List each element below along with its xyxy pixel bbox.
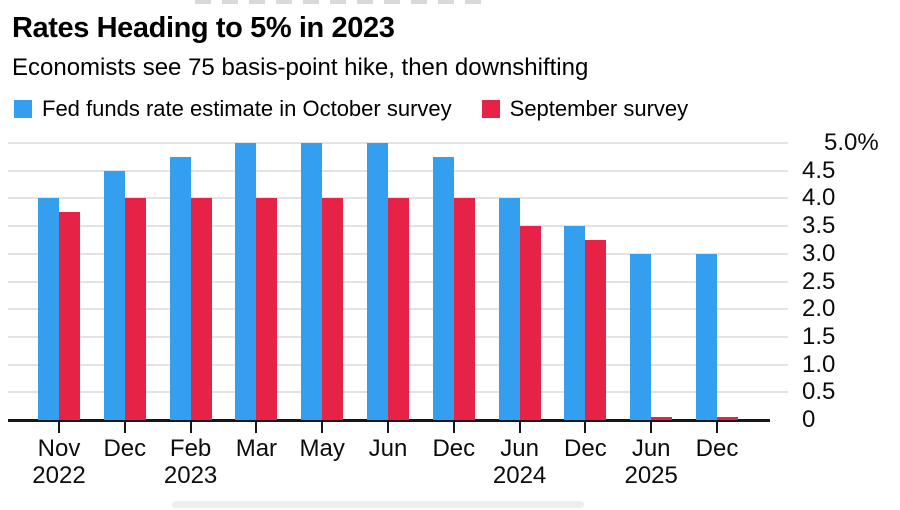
bar-october-survey: [235, 143, 257, 420]
bar-october-survey: [38, 198, 59, 420]
x-axis-tick: [189, 420, 192, 433]
bar-october-survey: [301, 143, 323, 420]
bar-september-survey: [322, 198, 344, 420]
y-axis-label: 3.5: [802, 212, 836, 240]
x-axis-tick: [650, 420, 653, 433]
y-axis-label: 3.0: [802, 239, 836, 267]
y-axis-label: 0.5: [802, 378, 836, 406]
x-axis-label-year: 2024: [492, 462, 547, 489]
red-square-swatch-icon: [481, 100, 500, 118]
bar-october-survey: [564, 226, 586, 420]
bar-october-survey: [498, 198, 520, 420]
x-axis-label-month: Jun: [631, 435, 671, 462]
y-axis-label: 1.0: [802, 350, 836, 378]
bar-september-survey: [585, 239, 607, 420]
bar-september-survey: [256, 198, 278, 420]
x-axis-label-month: Dec: [695, 435, 739, 462]
bar-october-survey: [630, 253, 652, 420]
bar-september-survey: [59, 212, 80, 420]
x-axis-label-month: Jun: [500, 435, 539, 462]
bar-september-survey: [651, 417, 673, 420]
x-axis-label-year: 2025: [624, 462, 678, 489]
bar-september-survey: [453, 198, 475, 420]
x-axis-label-month: May: [299, 435, 345, 462]
legend-label-october-survey: Fed funds rate estimate in October surve…: [42, 96, 452, 121]
legend-item-september-survey: September survey: [481, 96, 689, 122]
x-axis-label-month: Jun: [368, 435, 408, 462]
x-axis-tick: [58, 420, 60, 433]
x-axis-tick: [518, 420, 521, 433]
x-axis-tick: [452, 420, 455, 433]
x-axis-tick: [321, 420, 324, 433]
bar-october-survey: [696, 253, 717, 420]
bar-september-survey: [190, 198, 212, 420]
y-axis-label: 4.5: [802, 156, 836, 184]
x-axis-baseline: [8, 419, 770, 422]
x-axis-label-year: 2022: [32, 462, 86, 489]
bottom-scrubber-bar: [172, 501, 584, 508]
grid-line: [8, 142, 788, 144]
bar-october-survey: [432, 156, 454, 420]
x-axis-tick: [255, 420, 258, 433]
x-axis-label-month: Dec: [103, 435, 147, 462]
y-axis-label: 4.0: [802, 184, 836, 212]
legend-label-september-survey: September survey: [509, 96, 689, 121]
y-axis-label: 2.5: [802, 267, 836, 295]
y-axis-label: 1.5: [802, 322, 836, 350]
bar-october-survey: [103, 170, 125, 420]
chart-subtitle: Economists see 75 basis-point hike, then…: [12, 54, 589, 81]
y-axis-label: 5.0%: [824, 129, 879, 156]
cropped-content-artifact-top: [195, 0, 485, 4]
bar-september-survey: [124, 198, 146, 420]
bar-october-survey: [367, 143, 388, 420]
x-axis-tick: [584, 420, 587, 433]
grid-line: [8, 169, 788, 172]
x-axis-label-month: Dec: [432, 435, 476, 462]
chart-title: Rates Heading to 5% in 2023: [12, 12, 395, 44]
bar-september-survey: [717, 417, 738, 420]
x-axis-tick: [716, 420, 718, 433]
y-axis-label: 2.0: [802, 295, 836, 323]
x-axis-tick: [123, 420, 126, 433]
x-axis-label-month: Feb: [169, 435, 212, 462]
bar-september-survey: [519, 226, 541, 420]
x-axis-label-month: Nov: [37, 435, 81, 462]
x-axis-label-month: Mar: [235, 435, 278, 462]
x-axis-label-month: Dec: [564, 435, 607, 462]
x-axis-tick: [387, 420, 389, 433]
blue-square-swatch-icon: [14, 100, 32, 118]
legend: Fed funds rate estimate in October surve…: [14, 96, 688, 122]
bar-september-survey: [388, 198, 409, 420]
x-axis-label-year: 2023: [163, 462, 218, 489]
bar-october-survey: [169, 156, 191, 420]
legend-item-october-survey: Fed funds rate estimate in October surve…: [14, 96, 452, 122]
y-axis-label: 0: [802, 406, 816, 433]
